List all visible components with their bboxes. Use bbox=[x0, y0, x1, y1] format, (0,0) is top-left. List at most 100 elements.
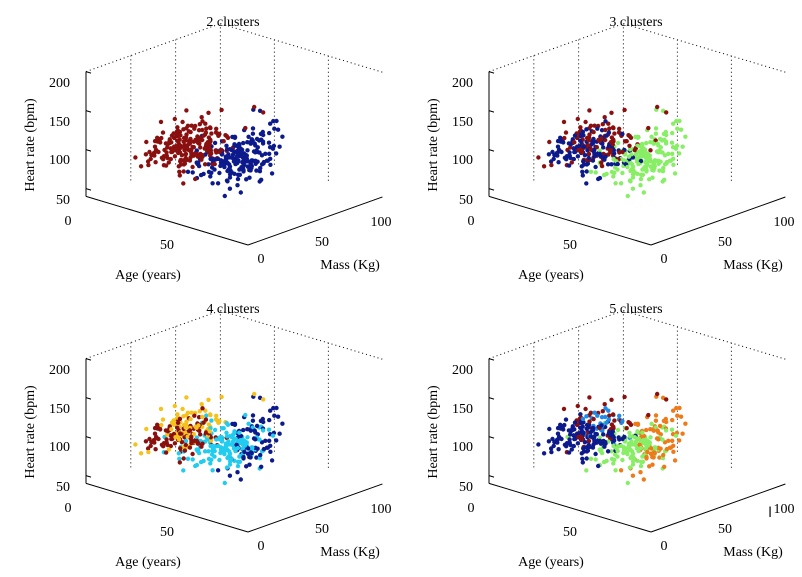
data-point bbox=[169, 436, 174, 442]
y-tick-100: 100 bbox=[774, 502, 795, 517]
data-point bbox=[599, 163, 605, 169]
data-point bbox=[168, 156, 173, 162]
data-point bbox=[178, 159, 183, 164]
data-point bbox=[206, 422, 212, 427]
data-point bbox=[592, 440, 597, 446]
data-point bbox=[628, 135, 634, 140]
data-point bbox=[609, 135, 615, 140]
data-point bbox=[575, 441, 581, 446]
data-point bbox=[214, 413, 219, 418]
data-point bbox=[597, 151, 603, 156]
axis-labels: Heart rate (bpm) Age (years) Mass (Kg) 2… bbox=[23, 76, 392, 283]
data-point bbox=[238, 477, 243, 482]
data-points bbox=[133, 104, 285, 199]
data-point bbox=[230, 152, 236, 157]
data-point bbox=[661, 165, 666, 171]
data-point bbox=[178, 144, 183, 149]
z-axis-label: Heart rate (bpm) bbox=[23, 98, 38, 192]
data-point bbox=[541, 164, 547, 169]
data-point bbox=[185, 410, 191, 415]
data-point bbox=[222, 164, 227, 170]
data-point bbox=[176, 437, 182, 442]
z-tick-100: 100 bbox=[49, 153, 70, 168]
data-point bbox=[158, 406, 164, 412]
data-point bbox=[578, 125, 583, 130]
z-tick-mark bbox=[488, 71, 495, 74]
data-point bbox=[261, 110, 266, 115]
data-point bbox=[261, 132, 266, 138]
data-point bbox=[597, 435, 602, 440]
data-point bbox=[246, 159, 251, 164]
x-tick-0: 0 bbox=[468, 501, 475, 516]
data-point bbox=[649, 134, 654, 139]
data-point bbox=[280, 421, 285, 426]
data-point bbox=[674, 405, 679, 411]
axis-labels: Heart rate (bpm) Age (years) Mass (Kg) 2… bbox=[426, 76, 795, 283]
data-point bbox=[584, 181, 589, 186]
z-tick-mark bbox=[85, 110, 92, 113]
data-point bbox=[541, 451, 547, 456]
data-point bbox=[625, 451, 630, 457]
data-point bbox=[269, 171, 275, 176]
data-point bbox=[572, 149, 577, 155]
data-point bbox=[199, 402, 204, 407]
data-point bbox=[603, 154, 608, 159]
data-point bbox=[189, 410, 194, 415]
data-point bbox=[636, 161, 641, 167]
data-point bbox=[241, 140, 246, 146]
data-point bbox=[635, 430, 640, 435]
data-point bbox=[154, 436, 159, 441]
data-point bbox=[650, 167, 655, 173]
data-point bbox=[255, 159, 260, 164]
data-point bbox=[175, 125, 180, 130]
data-point bbox=[551, 156, 556, 162]
data-point bbox=[586, 425, 591, 430]
data-point bbox=[165, 155, 170, 161]
z-tick-100: 100 bbox=[452, 153, 473, 168]
data-point bbox=[671, 408, 676, 413]
data-point bbox=[648, 148, 653, 153]
data-point bbox=[237, 167, 243, 172]
data-point bbox=[620, 170, 625, 176]
data-point bbox=[609, 162, 614, 167]
data-point bbox=[217, 418, 222, 424]
data-point bbox=[644, 167, 649, 173]
data-point bbox=[562, 422, 567, 428]
y-tick-50: 50 bbox=[718, 235, 732, 250]
x-axis-label: Age (years) bbox=[115, 555, 181, 570]
data-point bbox=[165, 432, 170, 437]
data-point bbox=[615, 427, 621, 433]
data-point bbox=[627, 430, 632, 435]
data-point bbox=[593, 457, 598, 462]
data-point bbox=[196, 423, 201, 428]
data-point bbox=[611, 174, 616, 179]
data-point bbox=[235, 158, 241, 164]
data-point bbox=[206, 449, 211, 454]
axis-labels: Heart rate (bpm) Age (years) Mass (Kg) 2… bbox=[23, 363, 392, 570]
data-point bbox=[178, 431, 183, 436]
data-point bbox=[591, 416, 596, 422]
data-point bbox=[197, 428, 202, 433]
data-point bbox=[579, 451, 584, 456]
data-point bbox=[640, 454, 646, 459]
data-point bbox=[227, 175, 233, 180]
data-point bbox=[636, 448, 641, 454]
z-tick-mark bbox=[85, 475, 92, 478]
data-point bbox=[200, 119, 205, 124]
data-point bbox=[159, 135, 164, 141]
data-point bbox=[625, 480, 630, 486]
data-point bbox=[226, 439, 231, 444]
data-point bbox=[649, 159, 654, 164]
data-point bbox=[572, 420, 578, 425]
data-point bbox=[226, 453, 232, 459]
data-point bbox=[190, 451, 195, 457]
data-point bbox=[247, 462, 252, 467]
z-tick-150: 150 bbox=[49, 402, 70, 417]
data-point bbox=[172, 154, 178, 159]
data-point bbox=[192, 126, 197, 131]
data-point bbox=[597, 438, 603, 443]
data-point bbox=[581, 431, 586, 436]
data-point bbox=[563, 130, 569, 135]
data-point bbox=[645, 449, 650, 455]
data-point bbox=[165, 429, 171, 434]
